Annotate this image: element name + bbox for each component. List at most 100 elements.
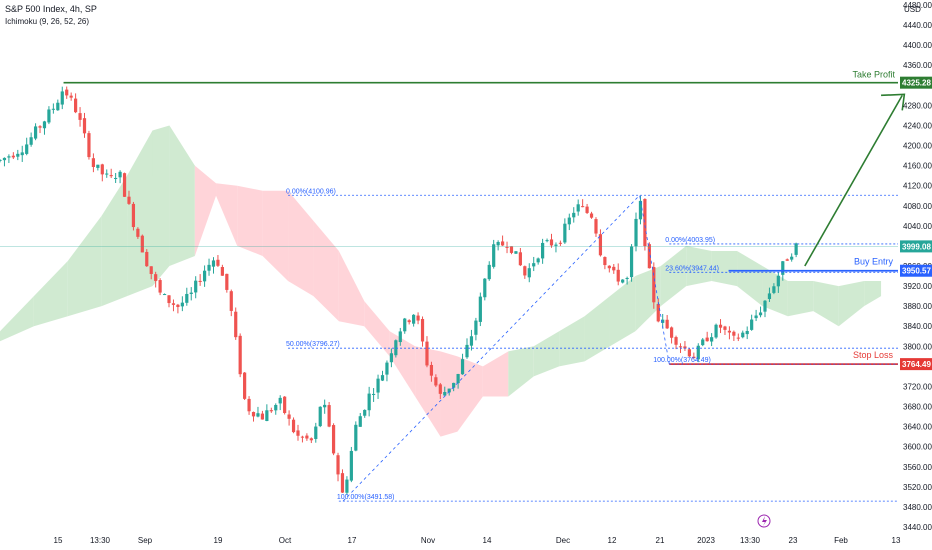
candle-body xyxy=(616,269,620,282)
candle-body xyxy=(229,291,233,311)
candle-body xyxy=(638,200,643,220)
candle-body xyxy=(514,251,518,254)
candle-body xyxy=(403,318,407,332)
y-tick-label: 3920.00 xyxy=(903,282,932,291)
price-tag xyxy=(900,240,932,253)
candle-body xyxy=(572,212,576,218)
candle-body xyxy=(7,156,11,158)
cloud-segment xyxy=(415,346,441,437)
y-tick-label: 3680.00 xyxy=(903,403,932,412)
candle-body xyxy=(718,324,723,328)
cloud-segment xyxy=(389,331,416,397)
cloud-segment xyxy=(262,190,289,282)
candle-body xyxy=(300,436,305,438)
candle-body xyxy=(25,144,29,154)
candle-body xyxy=(434,377,438,386)
candle-body xyxy=(443,391,447,396)
take-profit-label: Take Profit xyxy=(852,70,895,80)
candle-body xyxy=(710,337,714,342)
candle-body xyxy=(612,266,616,271)
candle-body xyxy=(656,303,660,322)
candle-body xyxy=(385,362,389,375)
arrow-head xyxy=(881,93,906,111)
candle-body xyxy=(652,267,656,303)
candle-body xyxy=(545,240,549,242)
cloud-segment xyxy=(635,266,661,332)
candle-body xyxy=(754,315,758,319)
stop-loss-label: Stop Loss xyxy=(853,350,894,360)
cloud-segment xyxy=(660,245,687,307)
price-tag xyxy=(900,76,932,89)
candle-body xyxy=(354,424,358,451)
fib2-label: 100.00%(3764.49) xyxy=(653,357,711,364)
candle-body xyxy=(65,89,69,96)
candle-body xyxy=(389,353,393,363)
candle-body xyxy=(621,279,625,283)
candle-body xyxy=(576,204,580,212)
fib2-label: 0.00%(4003.95) xyxy=(665,237,715,244)
candle-body xyxy=(323,404,327,408)
candle-body xyxy=(171,303,176,305)
candle-body xyxy=(127,196,131,204)
candle-body xyxy=(29,137,33,145)
x-tick-label: 23 xyxy=(789,536,798,545)
candle-body xyxy=(478,296,482,322)
candle-body xyxy=(456,373,460,384)
candle-body xyxy=(549,239,554,246)
candle-body xyxy=(776,275,780,287)
fib-trendline xyxy=(342,194,640,502)
candle-body xyxy=(772,286,776,293)
candle-body xyxy=(790,256,794,260)
candle-body xyxy=(234,311,238,338)
candle-body xyxy=(260,413,265,420)
candle-body xyxy=(750,319,754,330)
candle-body xyxy=(296,430,300,436)
cloud-segment xyxy=(559,316,585,367)
candle-body xyxy=(532,263,536,267)
cloud-segment xyxy=(0,296,34,342)
cloud-segment xyxy=(127,130,153,297)
candle-body xyxy=(460,359,465,375)
candle-body xyxy=(376,378,380,393)
candle-body xyxy=(692,356,696,359)
y-tick-label: 3800.00 xyxy=(903,342,932,351)
fib2-trendline xyxy=(639,195,670,365)
y-tick-label: 3440.00 xyxy=(903,523,932,532)
fib-label: 50.00%(3796.27) xyxy=(286,341,340,348)
candle-body xyxy=(11,155,15,158)
candle-body xyxy=(238,335,242,375)
x-tick-label: Sep xyxy=(138,536,153,545)
y-tick-label: 4400.00 xyxy=(903,41,932,50)
candle-body xyxy=(416,315,420,321)
candle-body xyxy=(492,244,496,267)
y-tick-label: 3600.00 xyxy=(903,443,932,452)
candle-body xyxy=(483,278,487,298)
candle-body xyxy=(567,217,571,225)
candle-body xyxy=(42,121,47,129)
candle-body xyxy=(741,332,745,338)
candle-body xyxy=(469,336,474,346)
candle-body xyxy=(96,164,100,168)
cloud-segment xyxy=(864,281,882,307)
candle-body xyxy=(625,277,629,280)
cloud-segment xyxy=(169,125,195,266)
x-tick-label: Oct xyxy=(279,536,292,545)
candle-body xyxy=(398,331,402,343)
price-tag-text: 3764.49 xyxy=(902,360,931,369)
x-tick-label: 13:30 xyxy=(740,536,761,545)
candle-body xyxy=(372,393,376,395)
chart-title: S&P 500 Index, 4h, SP xyxy=(5,4,97,14)
candle-body xyxy=(2,157,7,161)
candle-body xyxy=(105,173,109,175)
candle-body xyxy=(554,244,558,246)
candle-body xyxy=(131,203,136,228)
lightning-bolt xyxy=(762,516,767,526)
cloud-segment xyxy=(737,250,763,307)
candle-body xyxy=(331,425,336,454)
candle-body xyxy=(100,164,104,175)
candle-body xyxy=(407,320,411,323)
x-tick-label: 17 xyxy=(348,536,357,545)
candle-body xyxy=(496,241,500,246)
y-tick-label: 3880.00 xyxy=(903,302,932,311)
candle-body xyxy=(149,266,153,274)
